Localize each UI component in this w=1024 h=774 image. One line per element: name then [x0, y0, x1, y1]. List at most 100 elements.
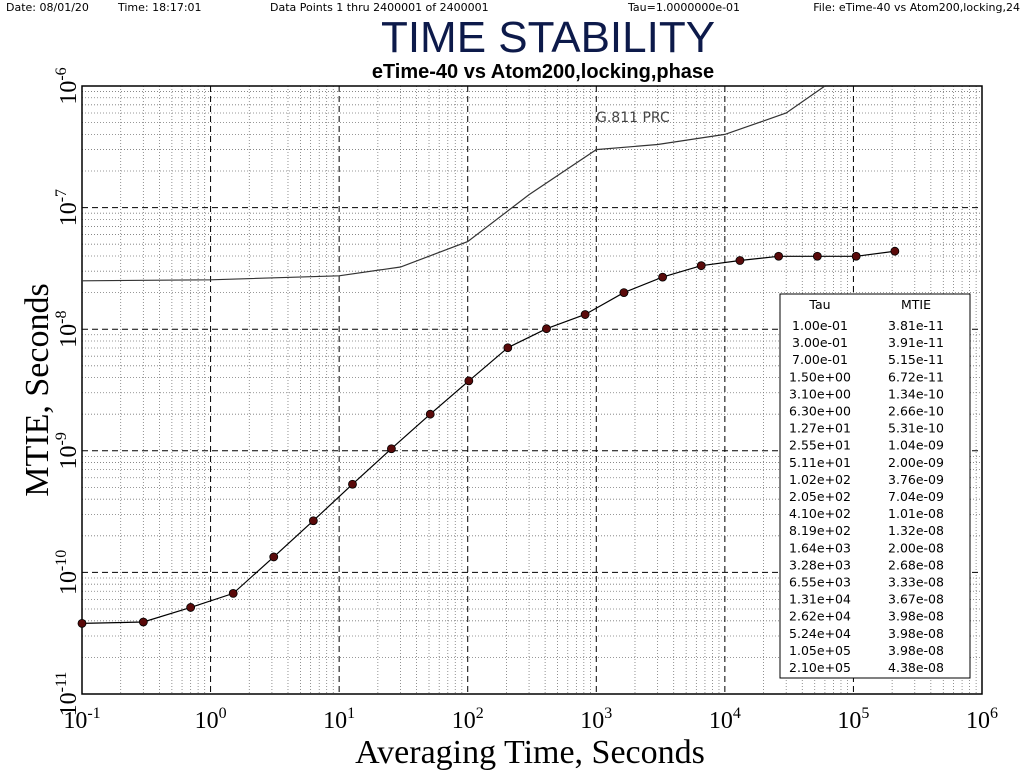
table-cell-tau: 2.62e+04: [789, 609, 851, 624]
x-tick-label: 10-1: [63, 705, 100, 734]
data-table-box: [779, 293, 971, 679]
x-tick-label: 106: [966, 705, 998, 734]
y-tick-exponent: -10: [53, 550, 70, 571]
x-tick-exponent: 0: [219, 705, 227, 722]
y-tick-exponent: -7: [53, 189, 70, 202]
data-point: [503, 343, 513, 353]
x-tick-label: 103: [580, 705, 612, 734]
x-tick-exponent: 6: [990, 705, 998, 722]
table-cell-tau: 1.64e+03: [789, 540, 851, 555]
table-cell-mtie: 6.72e-11: [888, 369, 944, 384]
table-cell-mtie: 2.00e-08: [888, 540, 944, 555]
table-cell-mtie: 3.91e-11: [888, 335, 944, 350]
table-cell-tau: 8.19e+02: [789, 523, 851, 538]
data-point: [464, 376, 474, 386]
mtie-series-points: [77, 246, 900, 628]
header-data-points: Data Points 1 thru 2400001 of 2400001: [270, 1, 489, 14]
data-point: [308, 516, 318, 526]
x-tick-label: 104: [709, 705, 741, 734]
header-file: File: eTime-40 vs Atom200,locking,24: [813, 1, 1020, 14]
y-tick-exponent: -11: [53, 672, 70, 693]
table-cell-tau: 1.02e+02: [789, 472, 851, 487]
table-cell-tau: 5.24e+04: [789, 626, 851, 641]
table-header-tau: Tau: [808, 297, 830, 312]
data-point: [696, 261, 706, 271]
x-tick-label: 101: [323, 705, 355, 734]
table-cell-tau: 6.30e+00: [789, 404, 851, 419]
table-cell-tau: 3.28e+03: [789, 557, 851, 572]
data-table: Tau MTIE 1.00e-01 3.81e-11 3.00e-01 3.91e-11 7…: [779, 293, 971, 679]
table-cell-mtie: 7.04e-09: [888, 489, 944, 504]
chart-subtitle: eTime-40 vs Atom200,locking,phase: [372, 61, 714, 83]
data-point: [138, 617, 148, 627]
data-point: [812, 251, 822, 261]
data-point: [186, 603, 196, 612]
table-cell-mtie: 2.00e-09: [888, 455, 944, 470]
y-tick-label: 10-11: [53, 672, 82, 717]
header-time: Time: 18:17:01: [117, 1, 202, 14]
table-cell-tau: 3.00e-01: [792, 335, 848, 350]
table-cell-tau: 1.50e+00: [789, 369, 851, 384]
table-cell-tau: 5.11e+01: [789, 455, 851, 470]
mtie-series-line: [81, 250, 895, 624]
x-tick-label: 105: [837, 705, 869, 734]
table-cell-mtie: 3.76e-09: [888, 472, 944, 487]
table-cell-mtie: 1.01e-08: [888, 506, 944, 521]
table-cell-tau: 1.27e+01: [789, 421, 851, 436]
data-point: [735, 256, 745, 265]
table-cell-mtie: 3.98e-08: [888, 626, 944, 641]
table-cell-mtie: 5.31e-10: [888, 421, 944, 436]
table-cell-mtie: 1.04e-09: [888, 438, 944, 453]
x-tick-exponent: 1: [347, 705, 355, 722]
table-cell-mtie: 3.81e-11: [888, 318, 944, 333]
table-cell-mtie: 3.33e-08: [888, 575, 944, 590]
table-cell-tau: 2.55e+01: [789, 438, 851, 453]
x-tick-labels: 10-1 100 101 1 0 2 103 104 105 106: [63, 705, 998, 734]
table-cell-tau: 2.05e+02: [789, 489, 851, 504]
chart-title: TIME STABILITY: [381, 13, 715, 62]
g811-prc-mask-line: [81, 85, 826, 282]
x-tick-exponent: 5: [861, 705, 869, 722]
data-point: [348, 479, 357, 489]
header-tau: Tau=1.0000000e-01: [627, 1, 740, 14]
x-axis-title: Averaging Time, Seconds: [355, 734, 705, 771]
data-point: [269, 552, 279, 562]
table-cell-mtie: 2.68e-08: [888, 557, 944, 572]
x-tick-exponent: -1: [87, 705, 100, 722]
y-tick-exponent: -8: [53, 311, 70, 324]
table-cell-tau: 7.00e-01: [792, 352, 848, 367]
y-tick-label: 10-8: [53, 311, 82, 348]
y-axis-title: MTIE, Seconds: [19, 283, 56, 496]
table-cell-mtie: 4.38e-08: [888, 660, 944, 675]
table-header-mtie: MTIE: [901, 297, 931, 312]
table-cell-tau: 1.00e-01: [792, 318, 848, 333]
table-cell-tau: 6.55e+03: [789, 575, 851, 590]
data-point: [542, 324, 551, 334]
data-point: [890, 246, 900, 256]
data-point: [658, 272, 668, 282]
y-tick-exponent: -6: [53, 67, 70, 80]
table-cell-mtie: 2.66e-10: [888, 404, 944, 419]
data-point: [387, 444, 396, 454]
y-tick-label: 10-10: [53, 550, 82, 595]
table-cell-mtie: 1.32e-08: [888, 523, 944, 538]
data-point: [774, 251, 784, 261]
y-tick-label: 10-7: [53, 189, 82, 226]
x-tick-label: 100: [195, 705, 227, 734]
table-cell-mtie: 3.98e-08: [888, 609, 944, 624]
y-tick-label: 10-6: [53, 67, 82, 104]
table-cell-mtie: 3.67e-08: [888, 592, 944, 607]
data-point: [851, 251, 861, 261]
table-cell-tau: 2.10e+05: [789, 660, 851, 675]
table-cell-mtie: 5.15e-11: [888, 352, 944, 367]
table-cell-tau: 3.10e+00: [789, 386, 851, 401]
x-tick-exponent: 3: [604, 705, 612, 722]
y-tick-labels: 10-11 10-10 10-9 10-8 10-7 10-6: [53, 67, 82, 716]
table-cell-mtie: 1.34e-10: [888, 386, 944, 401]
table-cell-tau: 1.31e+04: [789, 592, 851, 607]
y-tick-label: 10-9: [53, 432, 82, 469]
data-point: [619, 288, 629, 297]
x-tick-exponent: 2: [476, 705, 484, 722]
